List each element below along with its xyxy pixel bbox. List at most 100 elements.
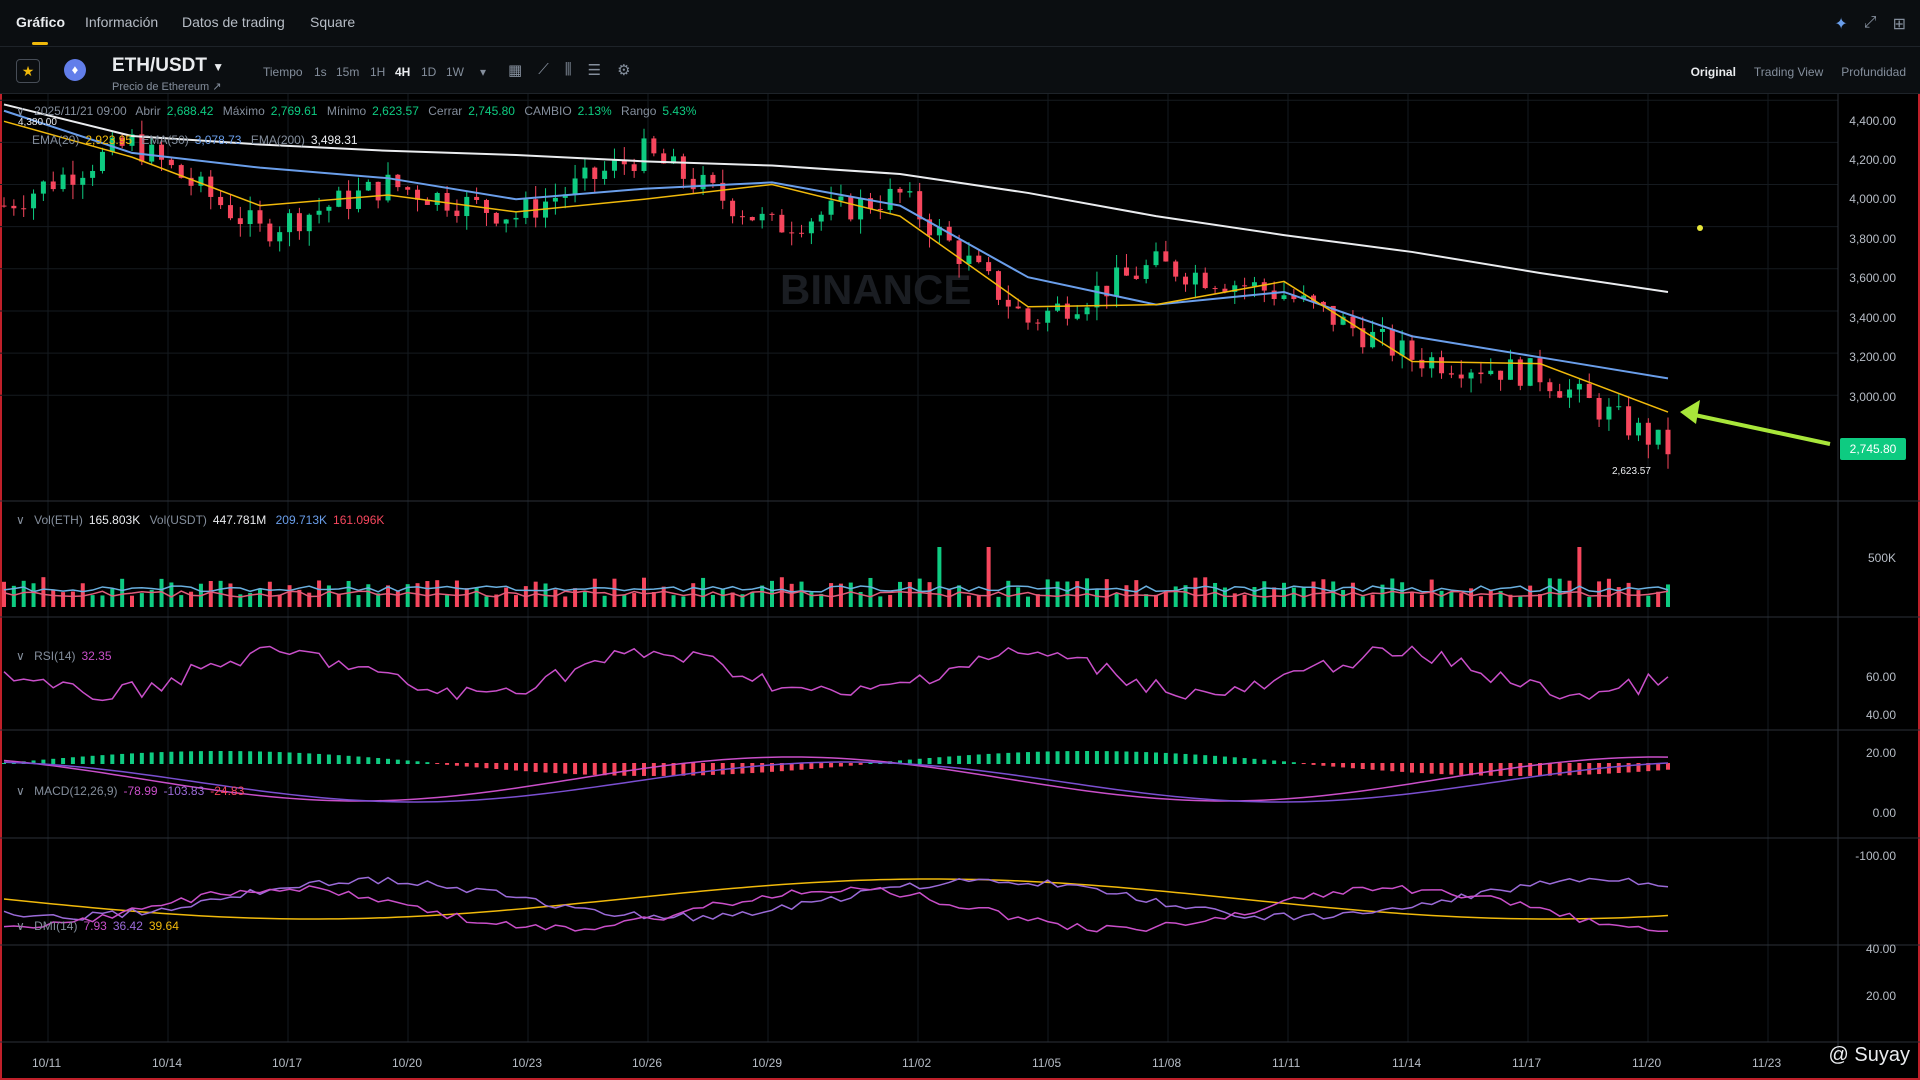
candle-body xyxy=(168,159,174,166)
candle-body xyxy=(897,188,903,193)
macd-histogram-bar xyxy=(701,763,706,776)
chevron-down-icon[interactable]: ▼ xyxy=(212,60,225,74)
candle-body xyxy=(50,181,56,190)
collapse-icon[interactable]: ∨ xyxy=(16,649,25,663)
macd-histogram-bar xyxy=(770,763,774,772)
volume-bar xyxy=(1567,580,1572,607)
macd-histogram-bar xyxy=(120,753,125,764)
macd-histogram-bar xyxy=(1636,763,1641,772)
tab-square[interactable]: Square xyxy=(310,14,356,30)
timeframe-more-icon[interactable]: ▾ xyxy=(480,65,487,79)
timeframe-15m[interactable]: 15m xyxy=(336,65,360,79)
macd-histogram-bar xyxy=(957,755,962,764)
candle-body xyxy=(1547,382,1553,392)
volume-bar xyxy=(1478,596,1483,607)
calendar-icon[interactable]: ▦ xyxy=(508,62,523,79)
volume-bar xyxy=(966,595,971,607)
view-original[interactable]: Original xyxy=(1690,65,1736,79)
macd-histogram-bar xyxy=(1291,762,1296,764)
ai-sparkle-icon[interactable]: ✦ xyxy=(1834,16,1848,33)
view-profundidad[interactable]: Profundidad xyxy=(1841,65,1906,79)
candle-body xyxy=(1055,303,1061,311)
indicator-icon[interactable]: ⟋ xyxy=(538,61,549,78)
macd-histogram-bar xyxy=(1242,758,1247,764)
volume-bar xyxy=(336,593,341,607)
macd-histogram-bar xyxy=(986,753,991,764)
collapse-icon[interactable]: ∨ xyxy=(16,513,25,527)
macd-histogram-bar xyxy=(1075,751,1080,764)
candle-body xyxy=(218,196,224,206)
collapse-icon[interactable]: ∨ xyxy=(16,104,25,118)
candle-body xyxy=(80,177,86,185)
macd-histogram-bar xyxy=(336,755,341,764)
collapse-icon[interactable]: ∨ xyxy=(16,919,25,933)
candle-body xyxy=(159,144,165,160)
tab-informacion[interactable]: Información xyxy=(85,14,159,30)
timeframe-1w[interactable]: 1W xyxy=(446,65,464,79)
volume-bar xyxy=(51,589,56,607)
volume-bar xyxy=(61,592,66,607)
volume-bar xyxy=(110,588,115,607)
timeframe-1h[interactable]: 1H xyxy=(370,65,386,79)
macd-histogram-bar xyxy=(70,757,75,764)
price-chart[interactable]: BINANCE xyxy=(0,94,1920,1054)
symbol-subtitle[interactable]: Precio de Ethereum ↗ xyxy=(112,81,222,93)
volume-bar xyxy=(632,593,637,607)
volume-bar xyxy=(445,595,450,607)
volume-bar xyxy=(189,591,194,607)
volume-bar xyxy=(80,583,85,607)
macd-histogram-bar xyxy=(720,763,725,775)
dmi-legend: ∨ DMI(14) 7.93 36.42 39.64 xyxy=(16,919,185,933)
macd-histogram-bar xyxy=(1252,758,1257,764)
candle-body xyxy=(1064,303,1070,319)
candle-body xyxy=(710,174,716,183)
volume-bar xyxy=(1045,579,1050,607)
view-tradingview[interactable]: Trading View xyxy=(1753,65,1824,79)
macd-dif-line xyxy=(3,756,1669,802)
macd-histogram-bar xyxy=(533,763,538,772)
candle-body xyxy=(799,232,805,234)
tab-datos-trading[interactable]: Datos de trading xyxy=(182,14,285,30)
symbol-pair[interactable]: ETH/USDT ▼ xyxy=(112,55,225,76)
volume-bar xyxy=(1429,579,1434,607)
volume-bar xyxy=(474,587,479,607)
macd-histogram-bar xyxy=(1222,756,1227,764)
timeframe-1d[interactable]: 1D xyxy=(421,65,437,79)
macd-histogram-bar xyxy=(218,751,223,764)
candle-body xyxy=(90,170,96,178)
collapse-icon[interactable]: ∨ xyxy=(16,784,25,798)
volume-bar xyxy=(986,547,991,607)
expand-icon[interactable]: ⤢ xyxy=(1863,14,1877,31)
candle-body xyxy=(1173,261,1179,277)
macd-histogram-bar xyxy=(189,751,194,764)
candle-body xyxy=(1370,331,1376,348)
macd-histogram-bar xyxy=(415,761,420,764)
volume-bar xyxy=(1341,589,1346,607)
volume-bar xyxy=(868,577,873,607)
price-axis-label: 4,200.00 xyxy=(1849,153,1896,167)
candle-body xyxy=(1330,305,1336,325)
volume-bar xyxy=(130,595,134,607)
volume-bar xyxy=(2,581,6,607)
macd-histogram-bar xyxy=(612,763,617,776)
volume-axis-label: 500K xyxy=(1867,551,1896,565)
favorite-star-icon[interactable]: ★ xyxy=(16,59,40,83)
gear-icon[interactable]: ⚙ xyxy=(617,62,631,79)
volume-bar xyxy=(1449,591,1454,607)
settings-list-icon[interactable]: ☰ xyxy=(587,62,602,79)
candle-body xyxy=(621,160,627,165)
macd-histogram-bar xyxy=(1646,763,1651,772)
candle-body xyxy=(1350,316,1356,329)
tab-grafico[interactable]: Gráfico xyxy=(16,14,66,30)
candle-body xyxy=(1527,358,1533,386)
timeframe-4h[interactable]: 4H xyxy=(395,65,411,79)
macd-histogram-bar xyxy=(1085,751,1090,764)
volume-bar xyxy=(1144,594,1149,607)
candle-type-icon[interactable]: ⫼ xyxy=(564,61,572,78)
volume-bar xyxy=(809,592,814,607)
layout-grid-icon[interactable]: ⊞ xyxy=(1892,16,1906,33)
candle-body xyxy=(1537,358,1543,383)
volume-ma1-line xyxy=(3,585,1669,593)
timeframe-1s[interactable]: 1s xyxy=(314,65,327,79)
candle-body xyxy=(592,167,598,179)
